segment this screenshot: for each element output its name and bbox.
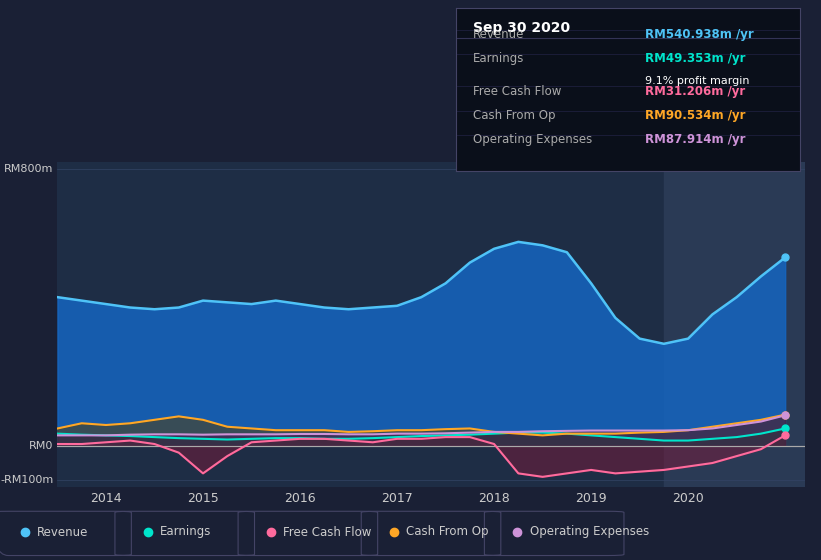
Text: RM31.206m /yr: RM31.206m /yr — [645, 85, 745, 97]
Text: Free Cash Flow: Free Cash Flow — [473, 85, 562, 97]
Text: RM49.353m /yr: RM49.353m /yr — [645, 52, 745, 65]
Bar — [664, 162, 805, 487]
Text: Revenue: Revenue — [473, 28, 525, 41]
Text: Cash From Op: Cash From Op — [406, 525, 488, 539]
Text: -RM100m: -RM100m — [1, 475, 53, 486]
Text: RM800m: RM800m — [4, 164, 53, 174]
Text: Operating Expenses: Operating Expenses — [473, 133, 592, 146]
Text: Operating Expenses: Operating Expenses — [530, 525, 649, 539]
Text: Earnings: Earnings — [473, 52, 525, 65]
Text: RM87.914m /yr: RM87.914m /yr — [645, 133, 745, 146]
Text: Revenue: Revenue — [37, 525, 89, 539]
Text: RM90.534m /yr: RM90.534m /yr — [645, 109, 745, 122]
Text: Earnings: Earnings — [160, 525, 212, 539]
Text: RM0: RM0 — [30, 441, 53, 451]
Text: RM540.938m /yr: RM540.938m /yr — [645, 28, 754, 41]
Text: 9.1% profit margin: 9.1% profit margin — [645, 76, 750, 86]
Text: Free Cash Flow: Free Cash Flow — [283, 525, 372, 539]
Text: Sep 30 2020: Sep 30 2020 — [473, 21, 570, 35]
Text: Cash From Op: Cash From Op — [473, 109, 555, 122]
